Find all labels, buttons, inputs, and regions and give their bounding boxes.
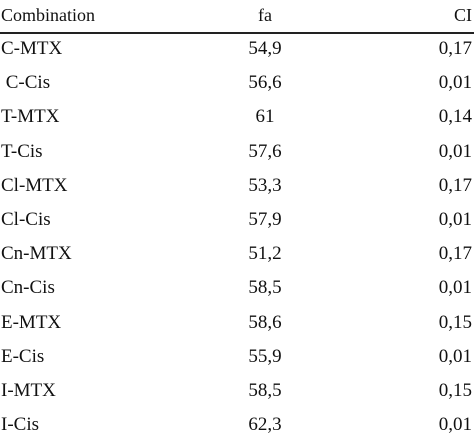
fa-value: 61 xyxy=(255,106,275,128)
combination: Cn-Cis xyxy=(1,277,55,299)
combination: I-MTX xyxy=(1,380,56,401)
ci-value: 0,01 xyxy=(438,414,472,436)
fa-value: 55,9 xyxy=(248,345,282,367)
ci-value: 0,01 xyxy=(438,209,472,230)
fa-value: 54,9 xyxy=(248,38,282,59)
combination: T-Cis xyxy=(1,140,43,162)
combination: Cl-Cis xyxy=(1,209,51,230)
header-cell: fa xyxy=(258,5,272,25)
combination: I-Cis xyxy=(1,414,39,436)
ci-value: 0,17 xyxy=(438,38,472,59)
fa-value: 58,5 xyxy=(248,380,282,401)
ci-value: 0,15 xyxy=(438,311,472,333)
fa-value: 53,3 xyxy=(248,174,282,196)
fa-value: 57,6 xyxy=(248,140,282,162)
combination: C-Cis xyxy=(1,72,51,94)
fa-value: 58,5 xyxy=(248,277,282,299)
header-rule xyxy=(0,32,474,34)
fa-value: 57,9 xyxy=(248,209,282,230)
ci-value: 0,01 xyxy=(438,140,472,162)
combination: E-MTX xyxy=(1,311,62,333)
combination: C-MTX xyxy=(1,38,63,59)
fa-value: 58,6 xyxy=(248,311,282,333)
combination: T-MTX xyxy=(1,106,60,128)
ci-value: 0,01 xyxy=(438,277,472,299)
combination: Cn-MTX xyxy=(1,243,72,265)
combination: Cl-MTX xyxy=(1,174,68,196)
ci-value: 0,01 xyxy=(438,72,472,94)
ci-value: 0,17 xyxy=(438,174,472,196)
ci-value: 0,17 xyxy=(438,243,472,265)
fa-value: 51,2 xyxy=(248,243,282,265)
header-cell: Combination xyxy=(1,5,95,25)
ci-value: 0,14 xyxy=(438,106,472,128)
fa-value: 56,6 xyxy=(248,72,282,94)
combination: E-Cis xyxy=(1,345,45,367)
ci-value: 0,01 xyxy=(438,345,472,367)
header-cell: CI xyxy=(454,5,472,25)
fa-value: 62,3 xyxy=(248,414,282,436)
ci-value: 0,15 xyxy=(438,380,472,401)
